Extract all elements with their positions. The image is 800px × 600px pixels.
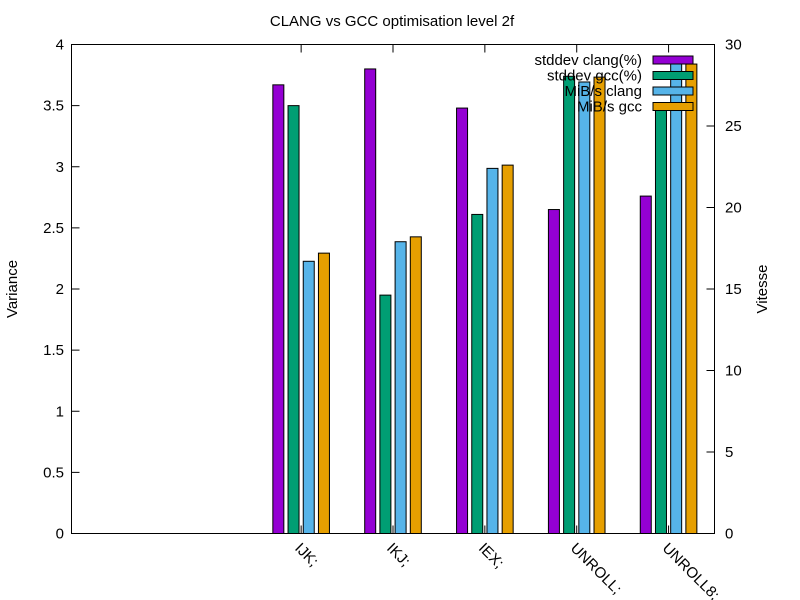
bar [317, 252, 330, 534]
plot-frame [71, 44, 715, 534]
bar [471, 213, 484, 535]
bar [272, 84, 285, 534]
bar [685, 63, 698, 534]
bar [670, 58, 683, 534]
y-tick-label: 0.5 [43, 464, 64, 481]
y-tick-label: 2.5 [43, 220, 64, 237]
bar [486, 167, 499, 534]
bars [272, 58, 698, 535]
y2-tick-label: 15 [725, 281, 742, 298]
y2-tick-label: 10 [725, 363, 742, 380]
y2-tick-label: 0 [725, 526, 733, 543]
x-tick-label: UNROLL; [567, 540, 625, 598]
legend-swatch [652, 102, 694, 111]
y-tick-label: 3 [56, 159, 64, 176]
bar [639, 195, 652, 534]
y-axis-title: Variance [4, 260, 21, 318]
bar [654, 107, 667, 534]
bar [409, 236, 422, 534]
y-tick-label: 2 [56, 281, 64, 298]
legend-swatch [652, 86, 694, 96]
bar [302, 260, 315, 534]
legend-swatch [652, 55, 694, 65]
legend-label: MiB/s clang [564, 83, 642, 100]
y-tick-label: 1 [56, 403, 64, 420]
axis-ticks: 0 0.5 1 1.5 2 2.5 3 3.5 4 0 5 10 15 20 25 30 IJK; IKJ; IEX… [43, 37, 742, 600]
y2-axis-title: Vitesse [754, 265, 771, 314]
y-tick-label: 1.5 [43, 342, 64, 359]
y2-tick-label: 20 [725, 200, 742, 217]
bar [578, 81, 591, 535]
bar [547, 209, 560, 534]
legend-label: MiB/s gcc [577, 99, 643, 116]
y2-tick-label: 25 [725, 118, 742, 135]
x-tick-label: UNROLL8; [659, 540, 723, 600]
bar [501, 164, 514, 534]
x-tick-label: IJK; [291, 540, 321, 570]
bar [287, 105, 300, 534]
bar [563, 75, 576, 534]
bar [379, 294, 392, 534]
y-tick-label: 3.5 [43, 98, 64, 115]
y-tick-label: 4 [56, 37, 64, 54]
x-tick-label: IKJ; [383, 540, 413, 570]
y2-tick-label: 5 [725, 444, 733, 461]
bar [593, 76, 606, 534]
y-tick-label: 0 [56, 526, 64, 543]
bar [394, 241, 407, 534]
x-tick-label: IEX; [475, 540, 507, 572]
legend-label: stddev clang(%) [534, 52, 642, 69]
y2-tick-label: 30 [725, 37, 742, 54]
legend: stddev clang(%)stddev gcc(%)MiB/s clangM… [534, 52, 694, 116]
legend-swatch [652, 71, 694, 80]
bar [364, 68, 377, 534]
chart-title: CLANG vs GCC optimisation level 2f [270, 13, 515, 30]
legend-label: stddev gcc(%) [547, 68, 642, 85]
bar [456, 107, 469, 534]
